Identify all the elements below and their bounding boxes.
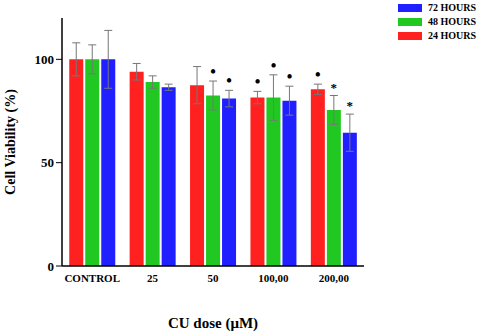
svg-text:Cell Viability (%): Cell Viability (%) [8,89,19,195]
svg-text:25: 25 [147,272,159,284]
svg-text:•: • [226,72,232,89]
svg-text:•: • [210,63,216,80]
svg-text:0: 0 [48,259,55,274]
svg-text:50: 50 [208,272,220,284]
svg-text:•: • [271,57,277,74]
svg-text:•: • [255,73,261,90]
svg-text:CU dose (μM): CU dose (μM) [168,315,258,332]
html-text:72 HOURS: 72 HOURS [427,2,476,13]
svg-text:100,00: 100,00 [258,272,289,284]
html-text:24 HOURS: 24 HOURS [427,30,476,41]
svg-text:*: * [331,80,338,95]
svg-text:•: • [315,66,321,83]
svg-text:•: • [287,68,293,85]
svg-text:100: 100 [35,52,55,67]
svg-text:*: * [347,98,354,113]
svg-text:200,00: 200,00 [319,272,350,284]
svg-text:CONTROL: CONTROL [64,272,120,284]
html-text:48 HOURS: 48 HOURS [427,16,476,27]
svg-text:50: 50 [41,155,54,170]
